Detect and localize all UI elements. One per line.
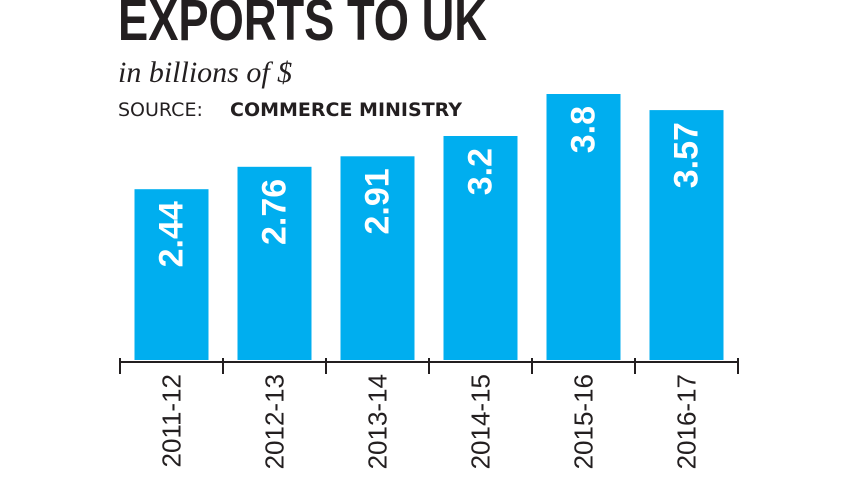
bar [134,189,209,360]
value-label: 3.57 [668,122,706,188]
bar [443,136,518,360]
value-label: 2.76 [256,179,294,245]
x-tick-label: 2011-12 [157,374,187,468]
value-label: 3.8 [565,106,603,153]
chart-subtitle: in billions of $ [118,56,292,89]
x-tick-label: 2014-15 [466,374,496,469]
x-tick-label: 2015-16 [569,374,599,469]
bar [237,166,312,360]
source-label: SOURCE: [118,99,203,121]
value-label: 2.91 [359,168,397,234]
source: COMMERCE MINISTRY [230,99,462,121]
x-tick-label: 2012-13 [260,374,290,469]
bar [546,94,621,360]
x-tick-label: 2016-17 [672,374,702,469]
value-label: 2.44 [153,201,191,267]
bar [649,110,724,360]
value-label: 3.2 [462,148,500,195]
chart-title: EXPORTS TO UK [118,0,487,53]
bar [340,156,415,360]
x-tick-label: 2013-14 [363,374,393,469]
